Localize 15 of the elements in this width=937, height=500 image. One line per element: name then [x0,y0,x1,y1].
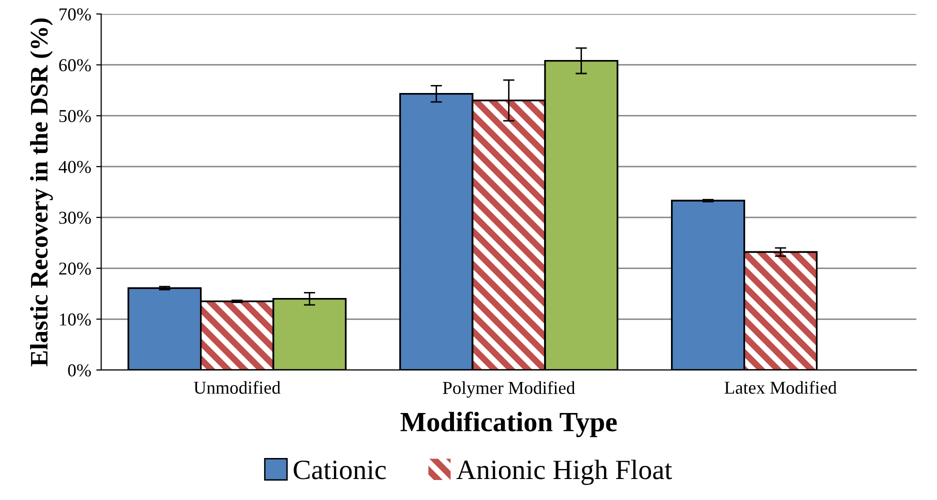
x-axis-title: Modification Type [400,412,617,438]
y-tick-label: 70% [60,8,91,20]
legend-label: Anionic High Float [456,460,672,485]
y-tick-label: 20% [59,262,91,275]
y-tick-label: 50% [59,110,91,122]
y-tick-label: 0% [68,364,91,376]
x-tick-label: Unmodified [194,380,280,394]
legend-label: Cationic [294,460,386,480]
x-tick-label: Latex Modified [724,380,837,394]
y-tick-label: 10% [60,313,91,326]
y-tick-label: 40% [58,160,91,174]
y-tick-label: 30% [59,212,91,224]
y-tick-label: 60% [59,59,91,72]
x-tick-label: Polymer Modified [442,381,576,398]
y-axis-title: Elastic Recovery in the DSR (%) [30,18,53,366]
